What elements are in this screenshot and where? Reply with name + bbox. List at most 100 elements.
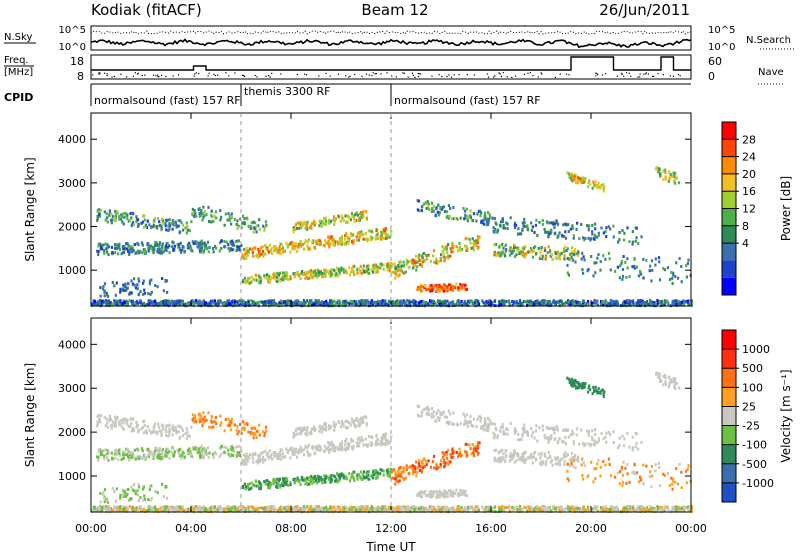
heatmap-cell	[161, 222, 164, 226]
heatmap-cell	[517, 432, 520, 436]
heatmap-cell	[597, 437, 600, 441]
heatmap-cell	[222, 301, 225, 305]
heatmap-cell	[553, 226, 556, 230]
heatmap-cell	[391, 270, 394, 274]
heatmap-cell	[323, 239, 327, 243]
heatmap-cell	[135, 300, 138, 304]
heatmap-cell	[280, 448, 283, 452]
heatmap-cell	[383, 229, 386, 232]
heatmap-cell	[136, 218, 140, 222]
heatmap-cell	[341, 300, 344, 304]
heatmap-cell	[442, 287, 445, 291]
heatmap-cell	[246, 302, 249, 306]
heatmap-cell	[429, 495, 432, 499]
heatmap-cell	[291, 241, 294, 245]
nave-dot	[386, 72, 388, 74]
heatmap-cell	[278, 245, 281, 249]
heatmap-cell	[474, 447, 477, 451]
heatmap-cell	[572, 179, 575, 183]
heatmap-cell	[430, 407, 433, 410]
heatmap-cell	[680, 280, 683, 284]
heatmap-cell	[152, 248, 155, 252]
heatmap-cell	[662, 266, 665, 270]
heatmap-cell	[231, 239, 234, 243]
nave-dot	[157, 74, 159, 76]
heatmap-cell	[236, 432, 239, 436]
heatmap-cell	[120, 217, 123, 221]
heatmap-cell	[367, 435, 370, 438]
heatmap-cell	[279, 252, 282, 256]
heatmap-cell	[501, 422, 504, 426]
heatmap-cell	[586, 300, 590, 303]
heatmap-cell	[113, 424, 116, 428]
nave-dot	[511, 76, 513, 78]
heatmap-cell	[381, 433, 385, 437]
heatmap-cell	[130, 248, 133, 252]
nave-dot	[418, 73, 420, 75]
heatmap-cell	[136, 249, 139, 253]
heatmap-cell	[227, 452, 230, 456]
heatmap-cell	[260, 252, 263, 256]
heatmap-cell	[523, 217, 526, 221]
heatmap-cell	[601, 183, 604, 187]
nave-dot	[132, 75, 134, 77]
heatmap-cell	[466, 420, 469, 424]
heatmap-cell	[413, 264, 416, 268]
heatmap-cell	[115, 243, 118, 246]
heatmap-cell	[412, 264, 415, 268]
heatmap-cell	[577, 456, 580, 460]
heatmap-cell	[255, 429, 258, 433]
heatmap-cell	[160, 456, 163, 459]
heatmap-cell	[458, 302, 461, 306]
heatmap-cell	[572, 432, 575, 436]
heatmap-cell	[352, 444, 355, 448]
heatmap-cell	[168, 302, 172, 306]
heatmap-cell	[344, 214, 347, 218]
heatmap-cell	[357, 216, 361, 220]
heatmap-cell	[635, 226, 638, 230]
heatmap-cell	[276, 486, 279, 489]
heatmap-cell	[124, 488, 127, 492]
heatmap-cell	[576, 303, 579, 307]
heatmap-cell	[177, 451, 180, 455]
heatmap-cell	[388, 475, 391, 479]
nave-dot	[106, 73, 108, 75]
heatmap-cell	[105, 497, 108, 501]
heatmap-cell	[125, 242, 128, 246]
heatmap-cell	[137, 301, 140, 305]
heatmap-cell	[577, 251, 580, 254]
heatmap-cell	[190, 452, 193, 456]
nave-dot	[500, 75, 503, 77]
heatmap-cell	[273, 246, 276, 249]
heatmap-cell	[431, 412, 434, 416]
heatmap-cell	[149, 292, 152, 296]
heatmap-cell	[547, 436, 550, 440]
heatmap-cell	[220, 452, 223, 456]
heatmap-cell	[352, 447, 355, 451]
heatmap-cell	[648, 301, 652, 305]
heatmap-cell	[518, 438, 521, 442]
nave-dot	[372, 72, 374, 74]
heatmap-cell	[358, 238, 361, 242]
heatmap-cell	[191, 207, 194, 211]
heatmap-cell	[680, 303, 683, 307]
heatmap-cell	[161, 301, 165, 305]
heatmap-cell	[300, 272, 303, 275]
heatmap-cell	[498, 223, 502, 227]
heatmap-cell	[417, 462, 420, 466]
heatmap-cell	[106, 220, 109, 224]
heatmap-cell	[323, 444, 327, 448]
heatmap-cell	[103, 454, 106, 458]
heatmap-cell	[476, 240, 479, 244]
heatmap-cell	[470, 424, 473, 427]
heatmap-cell	[567, 273, 570, 277]
heatmap-cell	[575, 301, 578, 305]
heatmap-cell	[218, 299, 222, 303]
heatmap-cell	[101, 299, 104, 303]
heatmap-cell	[302, 303, 306, 307]
heatmap-cell	[304, 432, 307, 436]
heatmap-cell	[295, 299, 298, 303]
heatmap-cell	[264, 244, 267, 247]
heatmap-cell	[117, 244, 120, 248]
heatmap-cell	[260, 452, 263, 455]
